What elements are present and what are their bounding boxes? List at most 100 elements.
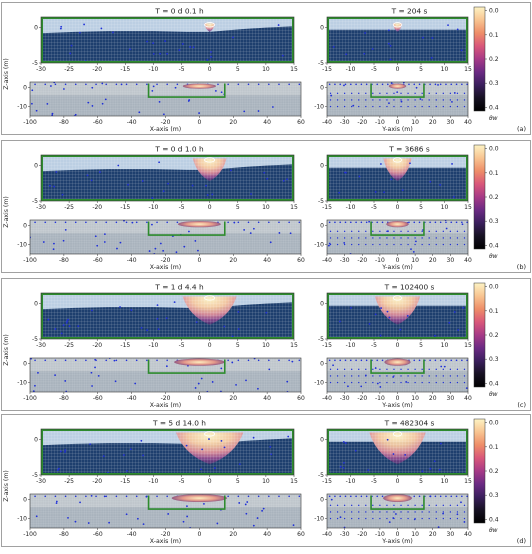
observation-point	[192, 46, 195, 49]
grid-point	[407, 99, 409, 101]
z-axis-label: Z-axis (m)	[3, 470, 10, 502]
observation-point	[257, 387, 259, 390]
x-tick-label: -20	[92, 66, 102, 73]
observation-point	[292, 524, 295, 527]
grid-point	[386, 375, 388, 377]
grid-point	[407, 230, 409, 233]
grid-point	[442, 230, 445, 233]
boundary-point	[176, 221, 179, 224]
observation-point	[214, 90, 217, 92]
grid-point	[358, 105, 360, 108]
z-tick-label: 0	[320, 301, 324, 308]
observation-point	[213, 467, 216, 469]
observation-point	[220, 91, 223, 94]
observation-point	[286, 380, 289, 383]
observation-point	[114, 380, 117, 383]
grid-point	[435, 243, 437, 246]
grid-point	[350, 517, 353, 520]
observation-point	[244, 503, 247, 506]
infiltration-ring	[392, 157, 403, 163]
observation-point	[70, 44, 73, 47]
panel-c: T = 1 d 4.4 h T = 102400 s -30 -25 -20 -15 -10…	[1, 278, 531, 411]
yz-section-top	[327, 293, 468, 339]
boundary-point	[44, 359, 47, 362]
grid-point	[393, 504, 395, 507]
grid-point	[428, 375, 430, 377]
observation-point	[461, 223, 464, 226]
observation-point	[31, 89, 34, 92]
boundary-point	[418, 495, 421, 498]
observation-point	[103, 233, 106, 235]
yz-section-full	[327, 82, 468, 116]
observation-point	[389, 44, 392, 47]
observation-point	[42, 241, 45, 243]
boundary-point	[429, 359, 431, 362]
observation-point	[266, 177, 269, 180]
boundary-point	[445, 83, 447, 86]
observation-point	[246, 501, 249, 503]
x-tick-label: 60	[297, 119, 305, 126]
boundary-point	[461, 495, 463, 498]
observation-point	[437, 526, 440, 528]
colorbar-tick-label: 0.2	[489, 332, 499, 339]
observation-point	[112, 31, 114, 34]
observation-point	[188, 230, 190, 233]
observation-point	[64, 451, 66, 453]
boundary-point	[115, 221, 118, 224]
observation-point	[108, 521, 111, 524]
x-tick-label: 10	[411, 257, 419, 264]
z-axis-label: Z-axis (m)	[3, 58, 10, 90]
grid-point	[393, 511, 395, 513]
grid-point	[329, 375, 332, 377]
grid-point	[379, 230, 381, 233]
boundary-point	[268, 495, 270, 498]
observation-point	[421, 470, 424, 473]
boundary-point	[461, 221, 463, 224]
mesh-grid	[41, 155, 294, 201]
grid-point	[435, 517, 437, 520]
observation-point	[232, 36, 234, 39]
x-tick-label: 5	[419, 66, 423, 73]
boundary-point	[257, 221, 260, 224]
mesh-grid	[41, 429, 294, 475]
observation-point	[130, 309, 133, 311]
observation-point	[456, 513, 459, 516]
boundary-point	[44, 221, 47, 224]
observation-point	[332, 45, 335, 48]
x-tick-label: -30	[36, 478, 46, 485]
plume-blob	[384, 358, 411, 366]
observation-point	[37, 371, 39, 374]
boundary-point	[166, 359, 168, 362]
observation-point	[388, 102, 390, 105]
boundary-point	[247, 359, 250, 362]
boundary-point	[268, 359, 270, 362]
x-tick-label: 5	[236, 204, 240, 211]
plume-mesh	[392, 23, 403, 32]
grid-point	[393, 243, 395, 246]
observation-point	[460, 501, 462, 504]
observation-point	[159, 52, 161, 55]
colorbar-tick-label: 0.0	[489, 420, 499, 427]
panel-title-right: T = 204 s	[391, 7, 428, 16]
boundary-point	[387, 83, 389, 86]
grid-point	[456, 105, 459, 108]
grid-point	[421, 511, 423, 513]
z-tick-label: 0	[34, 163, 38, 170]
grid-point	[428, 92, 430, 95]
observation-point	[165, 365, 168, 368]
observation-point	[463, 521, 466, 523]
boundary-point	[156, 359, 158, 362]
x-tick-label: -60	[93, 119, 103, 126]
xz-section-top	[41, 155, 294, 201]
grid-point	[463, 511, 466, 513]
observation-point	[343, 461, 345, 464]
x-tick-label: 20	[229, 257, 237, 264]
boundary-point	[413, 221, 416, 224]
grid-point	[414, 105, 416, 108]
observation-point	[30, 102, 33, 105]
x-tick-label: 30	[447, 119, 455, 126]
observation-point	[414, 240, 417, 243]
x-tick-label: -40	[322, 395, 332, 402]
grid-point	[407, 243, 409, 246]
